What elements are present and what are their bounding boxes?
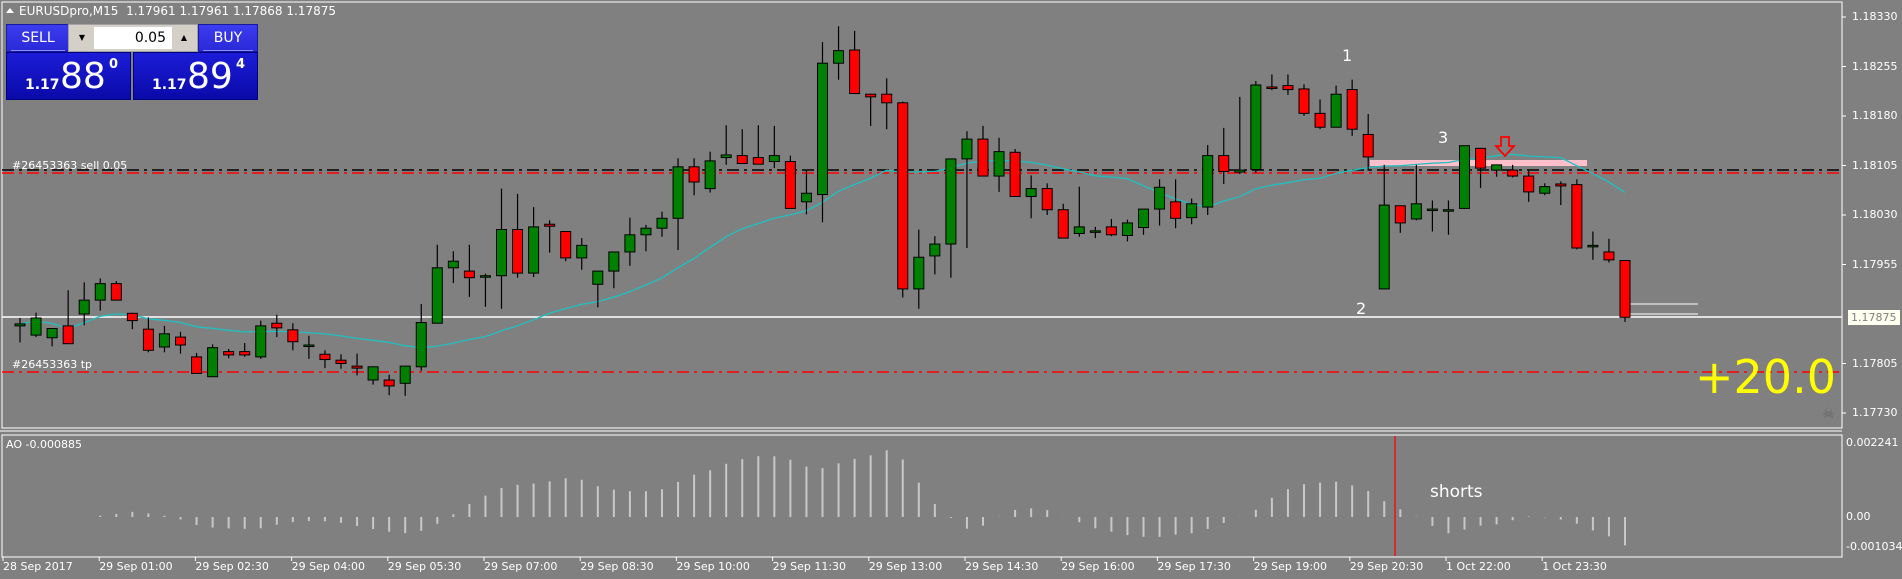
sell-price-pips: 88 [60, 56, 106, 97]
time-tick-label: 29 Sep 20:30 [1349, 560, 1424, 573]
time-tick-label: 1 Oct 23:30 [1542, 560, 1607, 573]
lot-increase-icon[interactable]: ▲ [173, 27, 195, 49]
indicator-tick-label: -0.001034 [1846, 540, 1902, 553]
collapse-triangle-icon[interactable] [6, 8, 14, 13]
down-arrow-icon [1493, 136, 1517, 158]
buy-price-pips: 89 [187, 56, 233, 97]
sell-price-prefix: 1.17 [25, 77, 60, 93]
order-tp-label[interactable]: #26453363 tp [12, 358, 92, 371]
time-tick-label: 29 Sep 14:30 [965, 560, 1039, 573]
indicator-tick-label: 0.002241 [1846, 436, 1899, 449]
buy-price-fraction: 4 [236, 57, 246, 72]
time-tick-label: 29 Sep 17:30 [1157, 560, 1231, 573]
time-tick-label: 29 Sep 04:00 [291, 560, 366, 573]
time-tick-label: 29 Sep 16:00 [1061, 560, 1135, 573]
candlesticks [14, 26, 1631, 396]
annotation-point-3: 3 [1438, 128, 1449, 147]
time-tick-label: 29 Sep 11:30 [772, 560, 847, 573]
main-pane-frame [1, 1, 1843, 429]
sell-price-quote[interactable]: 1.17 88 0 [6, 52, 131, 100]
time-tick-label: 29 Sep 13:00 [868, 560, 943, 573]
shorts-annotation: shorts [1430, 482, 1483, 502]
time-tick-label: 29 Sep 05:30 [387, 560, 462, 573]
price-tick-label: 1.18030 [1852, 208, 1898, 221]
price-tick-label: 1.17805 [1852, 356, 1898, 370]
annotation-point-1: 1 [1342, 46, 1353, 65]
order-entry-label[interactable]: #26453363 sell 0.05 [12, 159, 128, 172]
sell-button[interactable]: SELL [6, 24, 70, 52]
sell-price-fraction: 0 [109, 57, 119, 72]
buy-price-quote[interactable]: 1.17 89 4 [133, 52, 258, 100]
buy-price-prefix: 1.17 [152, 77, 187, 93]
price-tick-label: 1.17730 [1852, 406, 1898, 419]
time-tick-label: 29 Sep 07:00 [484, 560, 558, 573]
price-axis-ticks [1842, 16, 1846, 414]
current-price-tag: 1.17875 [1848, 310, 1900, 325]
one-click-trading-panel: SELL ▼ ▲ BUY 1.17 88 0 1.17 89 4 [6, 24, 258, 100]
ohlc-values: 1.17961 1.17961 1.17868 1.17875 [126, 4, 336, 18]
buy-button[interactable]: BUY [198, 24, 258, 52]
lot-size-stepper: ▼ ▲ [68, 24, 198, 52]
annotation-point-2: 2 [1356, 299, 1367, 318]
time-tick-label: 29 Sep 08:30 [580, 560, 654, 573]
lot-size-input[interactable] [94, 27, 172, 49]
price-tick-label: 1.18255 [1852, 59, 1898, 73]
price-tick-label: 1.18180 [1852, 109, 1898, 122]
time-tick-label: 29 Sep 10:00 [676, 560, 750, 573]
time-tick-label: 28 Sep 2017 [3, 560, 73, 573]
price-tick-label: 1.18105 [1852, 158, 1898, 172]
lot-decrease-icon[interactable]: ▼ [71, 27, 93, 49]
profit-display: +20.0 [1695, 350, 1836, 404]
ao-histogram [99, 450, 1626, 546]
symbol-label: EURUSDpro,M15 [19, 4, 119, 18]
price-tick-label: 1.18330 [1852, 10, 1898, 23]
time-tick-label: 29 Sep 02:30 [195, 560, 269, 573]
chart-title: EURUSDpro,M15 1.17961 1.17961 1.17868 1.… [6, 4, 336, 18]
time-tick-label: 29 Sep 19:00 [1253, 560, 1328, 573]
price-tick-label: 1.17955 [1852, 257, 1898, 271]
ao-indicator-label: AO -0.000885 [6, 438, 82, 451]
indicator-tick-label: 0.00 [1846, 510, 1871, 523]
time-tick-label: 1 Oct 22:00 [1446, 560, 1511, 573]
indicator-pane-frame [1, 434, 1843, 558]
time-tick-label: 29 Sep 01:00 [99, 560, 173, 573]
skull-icon: ☠ [1822, 406, 1835, 422]
time-axis-ticks [2, 557, 1543, 561]
